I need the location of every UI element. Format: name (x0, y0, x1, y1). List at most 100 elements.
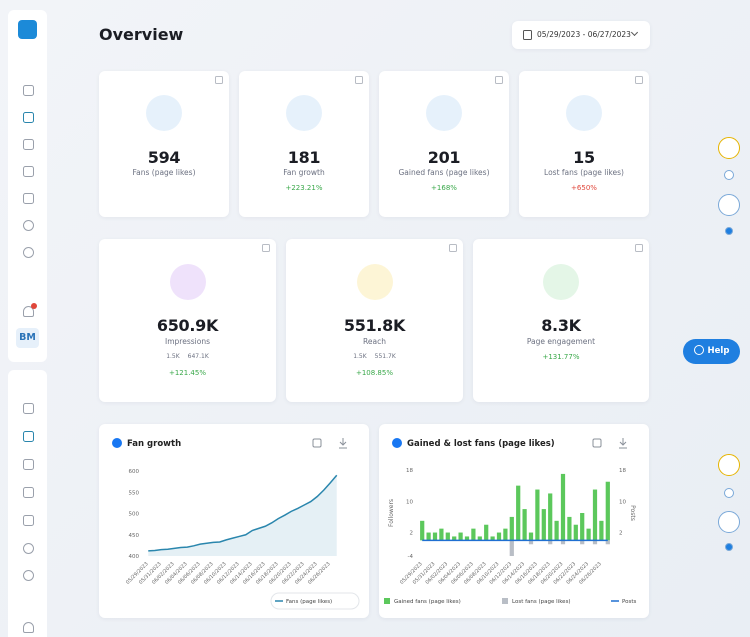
download-button (339, 438, 347, 449)
stat-card: 181 Fan growth +223.21% (239, 71, 369, 217)
metric-card: 650.9K Impressions 1.5K 647.1K +121.45% (99, 239, 276, 402)
nav-icon[interactable] (23, 85, 34, 96)
legend-box (270, 592, 360, 610)
chart: Fan growth40045050055060005/29/202305/31… (112, 438, 360, 610)
metric-value: 551.8K (343, 316, 406, 335)
bar (592, 489, 598, 541)
metric-label: Reach (363, 337, 386, 346)
bar (599, 520, 604, 541)
stat-change: +168% (431, 184, 457, 192)
metric-stat: 1.5K (166, 353, 180, 360)
bar (509, 540, 514, 556)
nav-icon[interactable] (23, 570, 34, 581)
card-icon (543, 264, 579, 300)
bar (548, 540, 553, 545)
stat-value: 181 (287, 148, 321, 167)
card-icon (146, 95, 182, 131)
y-tick-label: 400 (129, 554, 140, 560)
legend-label: Fans (page likes) (286, 599, 332, 605)
chart-title: Gained & lost fans (page likes) (407, 439, 555, 449)
metric-stat: 551.7K (374, 353, 396, 360)
nav-icon[interactable] (23, 112, 34, 123)
notifications[interactable] (23, 306, 34, 317)
bar (528, 532, 534, 541)
account-avatar[interactable] (718, 137, 740, 159)
account-avatar[interactable] (718, 194, 740, 216)
user-badge[interactable]: BM (16, 328, 39, 348)
bar (541, 509, 546, 541)
account-avatar[interactable] (724, 488, 734, 498)
bar (580, 513, 585, 541)
y-tick-label: 500 (129, 512, 140, 518)
notifications[interactable] (23, 622, 34, 633)
chart-card: Fan growth 400 450 500 550 600 05/29/2023 05/31… (99, 424, 369, 618)
bar (592, 540, 598, 545)
bar (471, 528, 476, 541)
account-avatar[interactable] (725, 227, 733, 235)
stat-label: Fan growth (283, 168, 325, 177)
legend-label: Lost fans (page likes) (512, 599, 571, 605)
nav-icon[interactable] (23, 487, 34, 498)
info-icon[interactable] (495, 76, 503, 84)
bar (426, 532, 431, 541)
y-tick-label: 450 (129, 533, 140, 539)
bar (528, 540, 534, 545)
stat-card: 15 Lost fans (page likes) +650% (519, 71, 649, 217)
metric-stats: 1.5K 647.1K (99, 353, 276, 360)
bar (573, 524, 578, 541)
nav-icon[interactable] (23, 247, 34, 258)
account-avatar[interactable] (725, 543, 733, 551)
nav-icon[interactable] (23, 543, 34, 554)
account-avatar[interactable] (724, 170, 734, 180)
sidebar-lower (8, 370, 47, 637)
stat-change: +223.21% (285, 184, 323, 192)
y2-axis-label: Posts (629, 505, 636, 521)
bar (477, 536, 482, 541)
nav-icon[interactable] (23, 459, 34, 470)
info-icon[interactable] (355, 76, 363, 84)
nav-icon[interactable] (23, 166, 34, 177)
metric-stat: 647.1K (187, 353, 209, 360)
nav-icon[interactable] (23, 220, 34, 231)
stat-label: Fans (page likes) (132, 168, 196, 177)
nav-icon[interactable] (23, 431, 34, 442)
legend-label: Gained fans (page likes) (394, 599, 461, 605)
nav-icon[interactable] (23, 403, 34, 414)
card-icon (426, 95, 462, 131)
y-axis-label: Followers (388, 499, 395, 527)
metric-stat: 1.5K (353, 353, 367, 360)
sidebar: BM (8, 10, 47, 362)
date-picker[interactable]: 05/29/2023 - 06/27/2023 (512, 21, 650, 49)
info-icon[interactable] (635, 244, 643, 252)
stat-value: 15 (573, 148, 595, 167)
bar (548, 493, 553, 541)
chart: Gained & lost fans (page likes) -4 2 10 18 2 1… (384, 438, 637, 605)
info-icon[interactable] (635, 76, 643, 84)
facebook-icon (392, 438, 402, 448)
metric-label: Page engagement (526, 337, 596, 346)
bar (535, 489, 540, 541)
y2-tick-label: 18 (619, 468, 626, 474)
account-avatar[interactable] (718, 511, 740, 533)
account-avatar[interactable] (718, 454, 740, 476)
info-icon[interactable] (262, 244, 270, 252)
help-label: Help (707, 346, 730, 356)
metric-change: +131.77% (542, 353, 580, 361)
chart-title: Fan growth (127, 439, 181, 449)
bar (567, 516, 572, 541)
nav-icon[interactable] (23, 139, 34, 150)
nav-icon[interactable] (23, 193, 34, 204)
metric-value: 650.9K (156, 316, 219, 335)
info-icon[interactable] (449, 244, 457, 252)
area (148, 475, 337, 556)
stat-value: 594 (147, 148, 181, 167)
notification-dot (31, 303, 37, 309)
legend-swatch (502, 598, 508, 604)
info-icon[interactable] (215, 76, 223, 84)
logo[interactable] (18, 20, 37, 39)
y-tick-label: 10 (406, 499, 413, 505)
help-button[interactable]: Help (683, 339, 740, 364)
stat-change: +650% (571, 184, 597, 192)
y-tick-label: 2 (410, 531, 414, 537)
nav-icon[interactable] (23, 515, 34, 526)
